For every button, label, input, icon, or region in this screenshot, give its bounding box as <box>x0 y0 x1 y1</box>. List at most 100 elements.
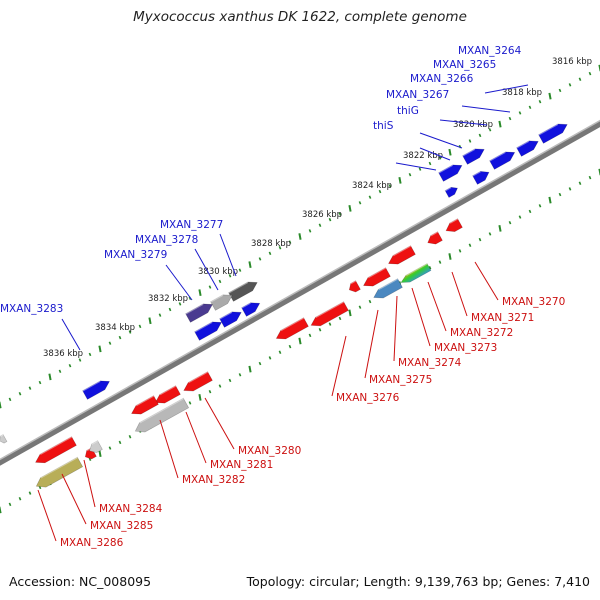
tick-mark <box>358 305 362 309</box>
tick-mark <box>268 356 272 360</box>
forward-leader-line <box>439 119 488 126</box>
tick-mark <box>458 249 462 253</box>
tick-mark <box>518 111 522 115</box>
tick-mark <box>98 450 102 458</box>
tick-mark <box>188 401 192 405</box>
backbone <box>0 119 600 466</box>
forward-gene-arrow <box>538 123 568 144</box>
forward-gene-label: MXAN_3277 <box>160 219 223 231</box>
tick-mark <box>318 328 322 332</box>
reverse-leader-line <box>83 459 96 508</box>
tick-mark <box>198 393 202 401</box>
kbp-label: 3820 kbp <box>453 120 493 130</box>
reverse-gene-arrow-highlight <box>430 230 439 237</box>
forward-gene-arrow-highlight <box>516 139 530 149</box>
tick-mark <box>368 195 372 199</box>
forward-gene-arrow <box>241 302 261 317</box>
tick-mark <box>178 302 182 306</box>
reverse-gene-arrow-highlight <box>135 394 155 407</box>
reverse-gene-arrow <box>35 436 77 464</box>
tick-mark <box>108 341 112 345</box>
tick-mark <box>318 223 322 227</box>
reverse-leader-line <box>331 335 347 397</box>
tick-mark <box>358 201 362 205</box>
tick-mark <box>148 317 152 325</box>
tick-mark <box>348 205 352 212</box>
tick-mark <box>418 167 422 171</box>
forward-leader-line <box>165 264 193 301</box>
tick-mark <box>528 105 532 110</box>
tick-mark <box>428 161 432 166</box>
kbp-label: 3822 kbp <box>403 151 443 161</box>
tick-mark <box>578 77 582 81</box>
tick-mark <box>208 285 212 289</box>
tick-mark <box>0 506 2 514</box>
tick-mark <box>338 316 342 321</box>
reverse-gene-arrow-highlight <box>0 433 4 437</box>
forward-gene-label: thiG <box>397 105 419 117</box>
forward-gene-arrow-highlight <box>241 301 251 309</box>
tick-mark <box>568 187 572 191</box>
tick-mark <box>428 266 432 270</box>
forward-leader-line <box>484 84 529 94</box>
kbp-scale-labels: 3816 kbp 3818 kbp 3820 kbp 3822 kbp 3824 kbp… <box>43 57 592 359</box>
reverse-gene-arrow-highlight <box>377 277 399 291</box>
tick-mark <box>248 365 252 373</box>
tick-mark <box>388 184 392 188</box>
reverse-leader-line <box>451 271 468 317</box>
reverse-gene-arrow <box>348 280 361 293</box>
tick-mark <box>58 369 62 374</box>
forward-gene-arrow <box>194 321 222 341</box>
tick-mark <box>168 307 172 312</box>
tick-mark <box>368 299 372 304</box>
reverse-gene-arrow <box>134 397 190 433</box>
tick-mark <box>238 268 242 272</box>
tick-mark <box>108 446 112 450</box>
tick-mark <box>88 352 92 357</box>
reverse-gene-arrow-highlight <box>350 279 357 285</box>
reverse-gene-label: MXAN_3274 <box>398 357 462 369</box>
forward-gene-arrow-highlight <box>538 123 559 136</box>
reverse-gene-arrow-highlight <box>187 370 209 384</box>
tick-mark <box>348 309 352 317</box>
tick-mark <box>548 92 552 100</box>
tick-mark <box>128 330 132 334</box>
genome-title: Myxococcus xanthus DK 1622, complete gen… <box>133 9 467 25</box>
reverse-leader-line <box>427 281 447 332</box>
tick-mark <box>88 457 92 462</box>
reverse-gene-label: MXAN_3285 <box>90 520 153 532</box>
reverse-gene-arrow <box>427 231 443 245</box>
tick-mark <box>558 88 562 93</box>
tick-mark <box>298 337 302 345</box>
tick-mark <box>288 240 292 244</box>
reverse-gene-arrow <box>275 317 309 340</box>
reverse-leader-line <box>474 261 499 301</box>
tick-mark <box>568 83 572 87</box>
forward-gene-arrow-highlight <box>462 147 476 157</box>
reverse-gene-arrow-highlight <box>405 262 428 277</box>
gene-labels: MXAN_3264 MXAN_3265 MXAN_3266 MXAN_3267 thiG… <box>0 45 565 549</box>
tick-mark <box>158 313 162 317</box>
forward-leader-line <box>461 105 511 113</box>
tick-mark <box>278 246 282 250</box>
reverse-gene-arrow <box>445 218 463 232</box>
tick-mark <box>308 229 312 233</box>
forward-gene-label: MXAN_3264 <box>458 45 522 57</box>
tick-mark <box>288 344 292 349</box>
kbp-label: 3830 kbp <box>198 267 238 277</box>
tick-mark <box>468 243 472 247</box>
forward-gene-arrow-highlight <box>489 151 506 162</box>
tick-mark <box>438 156 442 160</box>
tick-mark <box>328 322 332 326</box>
reverse-leader-line <box>364 309 379 379</box>
forward-gene-arrow <box>82 380 110 400</box>
tick-mark <box>498 120 502 128</box>
forward-gene-label: MXAN_3283 <box>0 303 63 315</box>
forward-gene-label: MXAN_3266 <box>410 73 474 85</box>
tick-mark <box>448 253 452 260</box>
tick-mark <box>228 378 232 383</box>
forward-gene-label: MXAN_3278 <box>135 234 198 246</box>
tick-mark <box>138 324 142 329</box>
tick-mark <box>48 373 52 381</box>
